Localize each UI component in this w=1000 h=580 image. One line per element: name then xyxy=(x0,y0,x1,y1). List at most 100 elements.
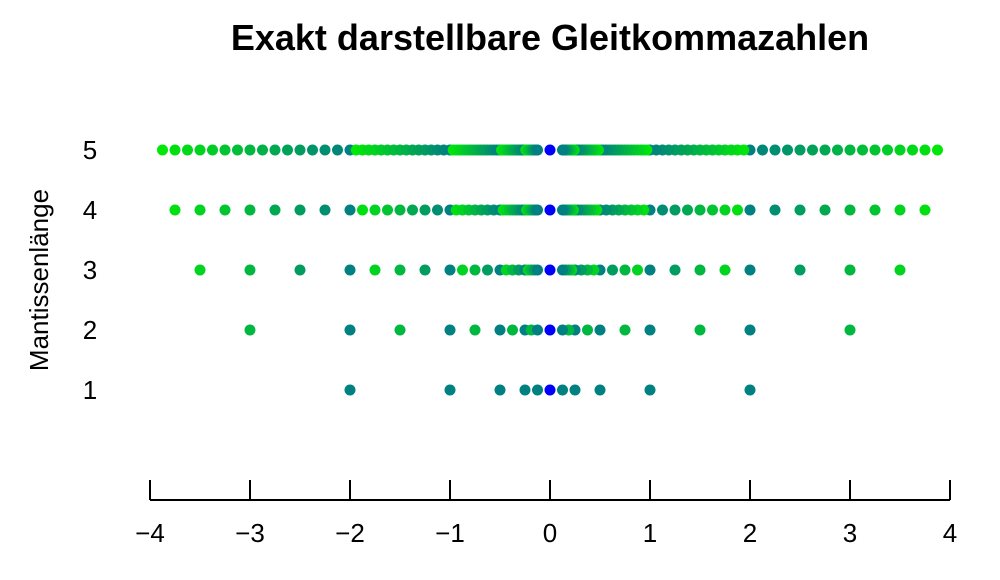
y-tick-label: 1 xyxy=(83,375,97,405)
data-point xyxy=(469,324,481,336)
data-point xyxy=(744,384,756,396)
data-point xyxy=(819,144,831,156)
data-point xyxy=(619,264,631,276)
data-point xyxy=(719,204,731,216)
data-point xyxy=(557,144,568,156)
data-point xyxy=(894,264,906,276)
data-point xyxy=(507,324,518,336)
data-point xyxy=(532,384,543,396)
data-point xyxy=(732,204,743,216)
data-point xyxy=(419,204,431,216)
data-point xyxy=(394,264,406,276)
data-point xyxy=(569,384,581,396)
data-point xyxy=(544,324,556,336)
data-point xyxy=(244,264,256,276)
data-point xyxy=(294,264,306,276)
data-point xyxy=(444,324,456,336)
data-point xyxy=(619,324,631,336)
data-point xyxy=(694,264,706,276)
x-axis: −4 −3 −2 −1 0 1 2 3 4 xyxy=(135,480,957,548)
data-point xyxy=(682,204,693,216)
data-point xyxy=(794,264,806,276)
chart-title: Exakt darstellbare Gleitkommazahlen xyxy=(231,17,869,58)
x-tick-label: 3 xyxy=(843,518,857,548)
data-point xyxy=(644,324,656,336)
data-point xyxy=(332,144,343,156)
data-point xyxy=(582,324,593,336)
data-point xyxy=(344,324,356,336)
data-point xyxy=(369,264,381,276)
y-tick-label: 5 xyxy=(83,135,97,165)
data-point xyxy=(244,204,256,216)
data-point xyxy=(757,144,768,156)
y-tick-label: 2 xyxy=(83,315,97,345)
data-point xyxy=(894,204,906,216)
x-tick-label: 4 xyxy=(943,518,957,548)
data-point xyxy=(344,384,356,396)
data-point xyxy=(744,264,756,276)
data-points xyxy=(157,144,943,396)
data-point xyxy=(844,324,856,336)
data-point xyxy=(544,384,556,396)
data-point xyxy=(494,324,506,336)
data-point xyxy=(894,144,906,156)
data-point xyxy=(707,204,718,216)
data-point xyxy=(544,144,556,156)
data-point xyxy=(932,144,943,156)
data-point xyxy=(769,204,781,216)
data-point xyxy=(557,264,568,276)
data-point xyxy=(794,204,806,216)
data-point xyxy=(882,144,893,156)
data-point xyxy=(694,204,706,216)
data-point xyxy=(207,144,218,156)
data-point xyxy=(594,384,606,396)
y-tick-label: 3 xyxy=(83,255,97,285)
data-point xyxy=(444,264,456,276)
data-point xyxy=(844,204,856,216)
data-point xyxy=(344,204,356,216)
data-point xyxy=(182,144,193,156)
data-point xyxy=(244,144,256,156)
data-point xyxy=(819,204,831,216)
data-point xyxy=(794,144,806,156)
data-point xyxy=(644,264,656,276)
data-point xyxy=(519,384,531,396)
data-point xyxy=(532,144,543,156)
data-point xyxy=(444,384,456,396)
data-point xyxy=(557,384,568,396)
data-point xyxy=(269,204,281,216)
data-point xyxy=(857,144,868,156)
data-point xyxy=(532,264,543,276)
data-point xyxy=(482,264,493,276)
x-tick-label: −4 xyxy=(135,518,165,548)
data-point xyxy=(632,264,643,276)
x-tick-label: −1 xyxy=(435,518,465,548)
data-point xyxy=(669,264,681,276)
y-axis-label: Mantissenlänge xyxy=(24,189,54,371)
data-point xyxy=(369,204,381,216)
data-point xyxy=(394,324,406,336)
data-point xyxy=(244,324,256,336)
data-point xyxy=(544,264,556,276)
data-point xyxy=(869,144,881,156)
data-point xyxy=(282,144,293,156)
data-point xyxy=(194,204,206,216)
data-point xyxy=(319,144,331,156)
data-point xyxy=(644,384,656,396)
data-point xyxy=(557,204,568,216)
data-point xyxy=(194,144,206,156)
x-tick-label: −2 xyxy=(335,518,365,548)
data-point xyxy=(407,204,418,216)
data-point xyxy=(782,144,793,156)
data-point xyxy=(344,264,356,276)
data-point xyxy=(157,144,168,156)
data-point xyxy=(382,204,393,216)
data-point xyxy=(657,204,668,216)
data-point xyxy=(869,204,881,216)
data-point xyxy=(307,144,318,156)
x-tick-label: 1 xyxy=(643,518,657,548)
data-point xyxy=(532,204,543,216)
data-point xyxy=(907,144,918,156)
data-point xyxy=(744,204,756,216)
